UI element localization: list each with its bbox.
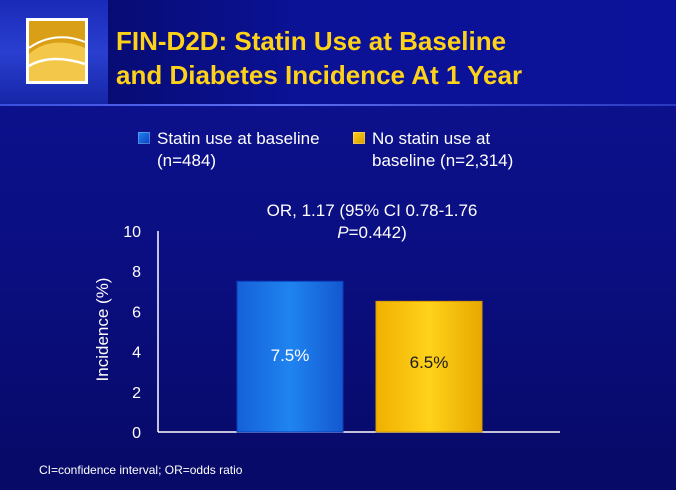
y-tick-label: 0 bbox=[132, 425, 141, 442]
page-title: FIN-D2D: Statin Use at Baseline and Diab… bbox=[116, 24, 666, 92]
y-tick-label: 2 bbox=[132, 385, 141, 402]
header-divider bbox=[0, 104, 676, 106]
odds-ratio-annotation: OR, 1.17 (95% CI 0.78-1.76 P=0.442) bbox=[232, 200, 512, 244]
data-label: 7.5% bbox=[271, 346, 310, 365]
title-line-1: FIN-D2D: Statin Use at Baseline bbox=[116, 26, 507, 56]
annotation-line-1: OR, 1.17 (95% CI 0.78-1.76 bbox=[266, 201, 478, 220]
y-tick-label: 10 bbox=[123, 224, 141, 241]
legend-item-statin: Statin use at baseline (n=484) bbox=[138, 128, 332, 172]
y-tick-label: 4 bbox=[132, 345, 141, 362]
p-value-text: =0.442) bbox=[348, 223, 407, 242]
annotation-line-2: P=0.442) bbox=[232, 222, 512, 244]
data-label: 6.5% bbox=[410, 353, 449, 372]
bar-statin bbox=[236, 280, 344, 433]
title-line-2: and Diabetes Incidence At 1 Year bbox=[116, 60, 523, 90]
bar-no-statin bbox=[375, 300, 483, 433]
legend-swatch-statin-icon bbox=[138, 132, 150, 144]
y-axis-label: Incidence (%) bbox=[93, 278, 112, 382]
y-tick-label: 8 bbox=[132, 264, 141, 281]
logo-icon bbox=[26, 18, 88, 84]
header-band bbox=[0, 0, 676, 104]
p-value-symbol: P bbox=[337, 223, 349, 242]
footnote: CI=confidence interval; OR=odds ratio bbox=[39, 463, 243, 477]
legend-swatch-no-statin-icon bbox=[353, 132, 365, 144]
legend-item-no-statin: No statin use at baseline (n=2,314) bbox=[353, 128, 547, 172]
y-tick-label: 6 bbox=[132, 304, 141, 321]
legend-label-no-statin: No statin use at baseline (n=2,314) bbox=[372, 129, 514, 170]
legend-label-statin: Statin use at baseline (n=484) bbox=[157, 129, 320, 170]
